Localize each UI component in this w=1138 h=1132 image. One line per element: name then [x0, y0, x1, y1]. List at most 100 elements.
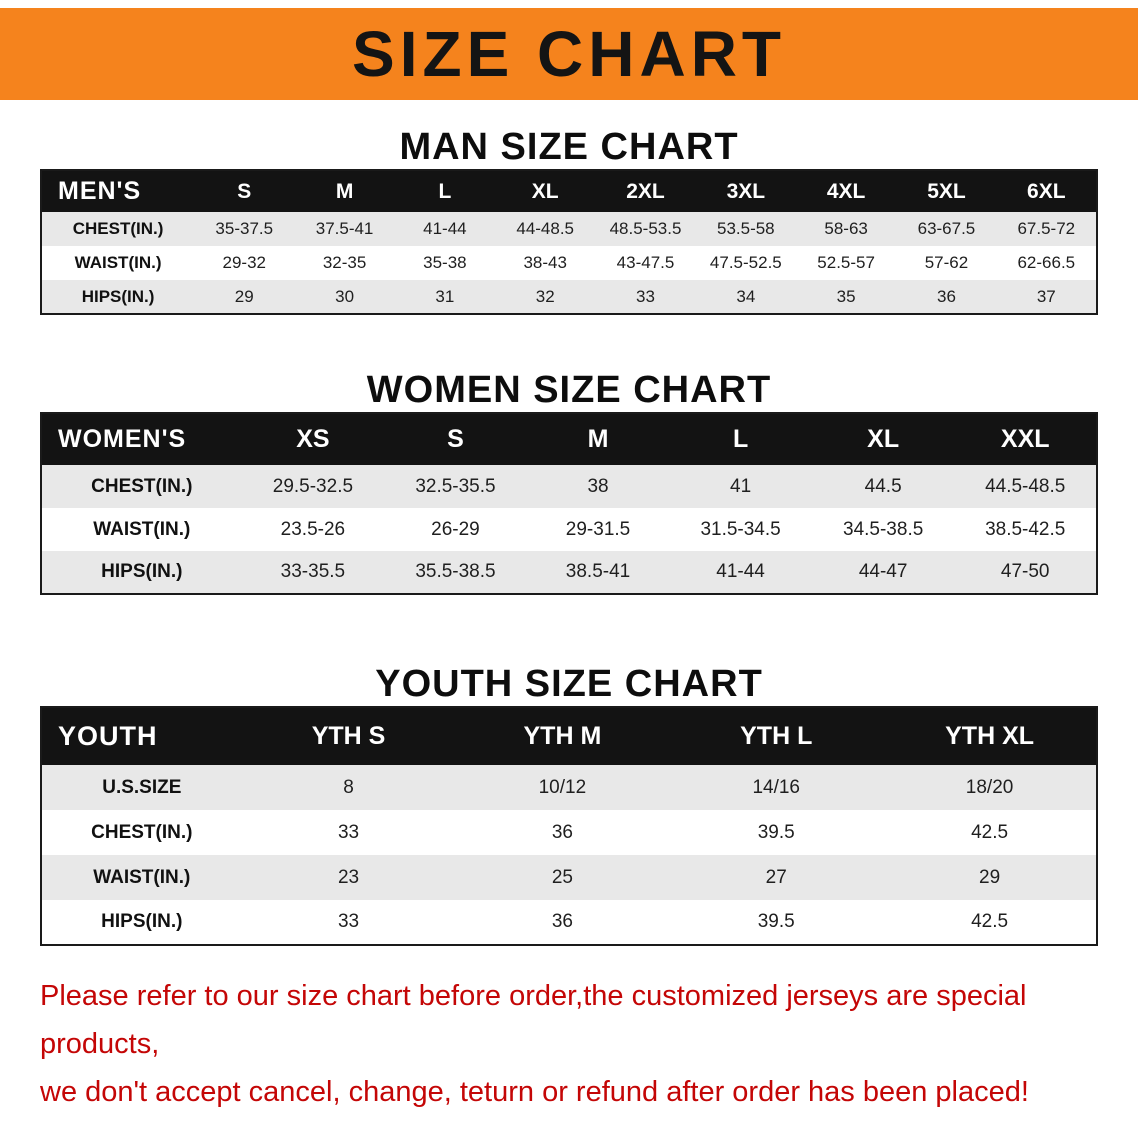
measure-label: U.S.SIZE [102, 776, 182, 798]
size-value: 34 [736, 286, 756, 306]
measure-label: CHEST(IN.) [91, 475, 193, 497]
women-table-header-row: WOMEN'S XS S M L XL XXL [41, 413, 1097, 465]
size-value: 35 [836, 286, 856, 306]
size-header-cell: L [732, 425, 749, 453]
youth-size-table: YOUTH YTH S YTH M YTH L YTH XL U.S.SIZE … [40, 706, 1098, 946]
size-value: 33 [337, 821, 360, 843]
size-header-cell: XL [531, 179, 559, 203]
size-value: 25 [551, 866, 573, 888]
size-header-cell: XL [867, 425, 900, 453]
size-value: 38-43 [523, 253, 567, 272]
disclaimer-note: Please refer to our size chart before or… [40, 972, 1118, 1116]
size-header-cell: YTH XL [945, 722, 1035, 750]
size-value: 38.5-41 [565, 561, 631, 582]
table-row: CHEST(IN.) 33 36 39.5 42.5 [41, 810, 1097, 855]
size-header-cell: L [438, 179, 452, 203]
size-value: 31.5-34.5 [700, 518, 781, 540]
size-header-cell: 5XL [927, 179, 966, 203]
women-size-table: WOMEN'S XS S M L XL XXL CHEST(IN.) 29.5-… [40, 412, 1098, 595]
size-header-cell: M [587, 425, 609, 453]
table-row: WAIST(IN.) 23.5-26 26-29 29-31.5 31.5-34… [41, 508, 1097, 551]
measure-label: HIPS(IN.) [81, 286, 155, 306]
size-value: 30 [335, 286, 355, 306]
size-value: 42.5 [971, 821, 1009, 843]
size-value: 32.5-35.5 [415, 475, 496, 497]
size-chart-banner: SIZE CHART [0, 8, 1138, 100]
size-header-cell: YTH L [740, 722, 813, 750]
size-value: 34.5-38.5 [843, 518, 924, 540]
size-value: 32 [535, 286, 555, 306]
page-title: SIZE CHART [352, 18, 786, 90]
size-header-cell: XXL [1000, 425, 1050, 453]
size-value: 33-35.5 [280, 561, 346, 582]
size-value: 37.5-41 [315, 219, 374, 238]
size-value: 29 [979, 866, 1001, 888]
women-table-title-cell: WOMEN'S [58, 425, 187, 453]
size-header-cell: YTH M [523, 722, 602, 750]
size-header-cell: 3XL [726, 179, 766, 203]
size-value: 32-35 [322, 253, 367, 272]
size-value: 38 [587, 475, 609, 497]
size-value: 29.5-32.5 [272, 475, 354, 497]
size-header-cell: M [335, 179, 354, 203]
measure-label: WAIST(IN.) [93, 518, 191, 540]
table-row: HIPS(IN.) 33-35.5 35.5-38.5 38.5-41 41-4… [41, 551, 1097, 594]
measure-label: WAIST(IN.) [74, 253, 162, 272]
size-value: 57-62 [924, 253, 969, 272]
men-table-title-cell: MEN'S [58, 177, 142, 205]
size-value: 48.5-53.5 [609, 219, 682, 238]
size-value: 29-31.5 [565, 518, 631, 540]
men-size-table: MEN'S S M L XL 2XL 3XL 4XL 5XL 6XL CHEST… [40, 169, 1098, 315]
table-row: CHEST(IN.) 35-37.5 37.5-41 41-44 44-48.5… [41, 212, 1097, 246]
size-value: 67.5-72 [1017, 219, 1076, 238]
size-value: 41 [730, 475, 752, 497]
table-row: WAIST(IN.) 23 25 27 29 [41, 855, 1097, 900]
size-header-cell: 4XL [826, 179, 866, 203]
size-value: 35.5-38.5 [415, 561, 496, 582]
size-value: 29 [234, 286, 254, 306]
size-value: 10/12 [538, 776, 587, 798]
size-value: 37 [1036, 286, 1056, 306]
size-value: 52.5-57 [817, 253, 875, 272]
size-value: 43-47.5 [616, 253, 675, 272]
size-value: 29-32 [222, 253, 266, 272]
size-value: 26-29 [431, 518, 480, 540]
disclaimer-line-2: we don't accept cancel, change, teturn o… [40, 1076, 1029, 1108]
size-value: 36 [936, 286, 956, 306]
size-value: 14/16 [752, 776, 800, 798]
size-value: 41-44 [716, 561, 765, 582]
table-row: HIPS(IN.) 33 36 39.5 42.5 [41, 900, 1097, 945]
size-value: 23 [337, 866, 360, 888]
size-value: 35-38 [423, 253, 467, 272]
size-value: 47.5-52.5 [709, 253, 782, 272]
disclaimer-line-1: Please refer to our size chart before or… [40, 980, 1027, 1060]
measure-label: CHEST(IN.) [72, 219, 164, 238]
size-value: 63-67.5 [917, 219, 976, 238]
table-row: U.S.SIZE 8 10/12 14/16 18/20 [41, 765, 1097, 810]
size-value: 44-48.5 [516, 219, 575, 238]
table-row: HIPS(IN.) 29 30 31 32 33 34 35 36 37 [41, 280, 1097, 314]
women-section-heading: WOMEN SIZE CHART [366, 369, 772, 411]
youth-section-heading: YOUTH SIZE CHART [375, 663, 763, 705]
size-value: 44-47 [858, 561, 908, 582]
measure-label: HIPS(IN.) [101, 561, 183, 582]
size-value: 58-63 [824, 219, 868, 238]
size-value: 31 [435, 286, 455, 306]
size-header-cell: YTH S [311, 722, 386, 750]
size-value: 53.5-58 [716, 219, 775, 238]
size-value: 39.5 [757, 911, 795, 932]
measure-label: WAIST(IN.) [93, 866, 191, 888]
size-value: 38.5-42.5 [985, 518, 1066, 540]
youth-table-header-row: YOUTH YTH S YTH M YTH L YTH XL [41, 707, 1097, 765]
size-value: 35-37.5 [215, 219, 274, 238]
size-value: 41-44 [423, 219, 467, 238]
men-table-header-row: MEN'S S M L XL 2XL 3XL 4XL 5XL 6XL [41, 170, 1097, 212]
size-value: 18/20 [965, 776, 1014, 798]
size-value: 23.5-26 [280, 518, 346, 540]
size-value: 33 [636, 286, 655, 306]
size-value: 62-66.5 [1017, 253, 1076, 272]
size-value: 8 [343, 776, 354, 798]
size-header-cell: 6XL [1027, 179, 1066, 203]
size-value: 44.5 [864, 475, 902, 497]
men-section-heading: MAN SIZE CHART [399, 126, 739, 168]
